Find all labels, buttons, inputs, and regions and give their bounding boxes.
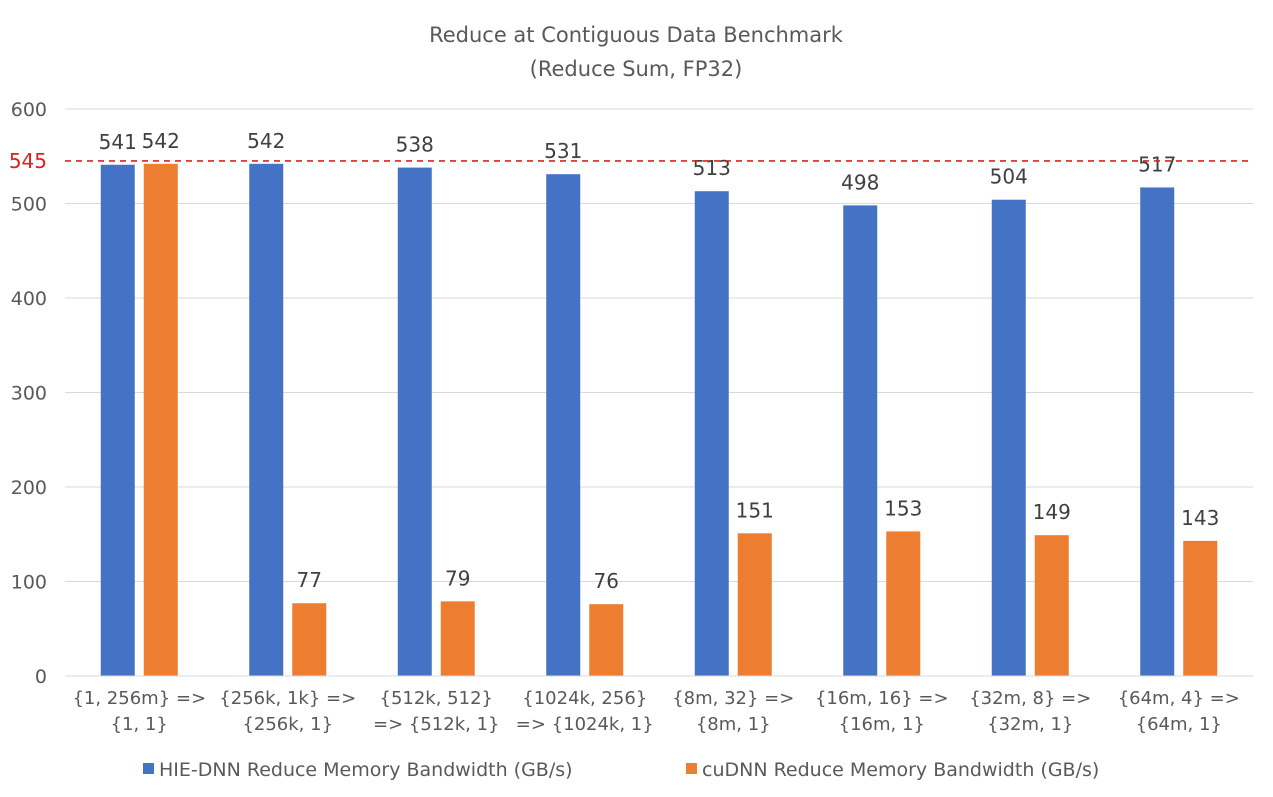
y-tick-label-200: 200 [11, 477, 47, 499]
y-tick-label-0: 0 [35, 666, 47, 688]
bar-series1-cat7 [991, 199, 1026, 676]
bar-series1-cat6 [843, 205, 878, 676]
x-tick-label-7-line1: {32m, 8} => [969, 688, 1091, 709]
x-tick-label-2-line2: {256k, 1} [242, 714, 333, 735]
legend-label-1: HIE-DNN Reduce Memory Bandwidth (GB/s) [159, 759, 573, 781]
chart-title: Reduce at Contiguous Data Benchmark [429, 23, 844, 47]
data-label-series2-cat3: 79 [445, 566, 470, 590]
x-tick-label-8-line1: {64m, 4} => [1118, 688, 1240, 709]
bars [100, 163, 1218, 676]
bar-series2-cat4 [589, 604, 624, 676]
y-tick-label-300: 300 [11, 383, 47, 405]
x-tick-label-5-line1: {8m, 32} => [672, 688, 794, 709]
bar-series2-cat2 [292, 603, 327, 676]
x-tick-label-1-line2: {1, 1} [111, 714, 168, 735]
bar-series2-cat3 [440, 601, 475, 676]
x-tick-label-3-line1: {512k, 512} [380, 688, 493, 709]
data-label-series1-cat3: 538 [396, 133, 434, 157]
y-tick-label-600: 600 [11, 99, 47, 121]
x-tick-label-6-line1: {16m, 16} => [815, 688, 949, 709]
data-label-series1-cat1: 541 [99, 130, 137, 154]
reference-line-group: 545 [9, 149, 1253, 173]
data-label-series2-cat7: 149 [1033, 500, 1071, 524]
data-label-series2-cat5: 151 [736, 498, 774, 522]
chart-subtitle: (Reduce Sum, FP32) [530, 57, 743, 81]
data-label-series1-cat7: 504 [990, 165, 1028, 189]
bar-series2-cat5 [737, 533, 772, 676]
x-tick-label-4-line2: => {1024k, 1} [516, 714, 654, 735]
bar-series2-cat6 [886, 531, 921, 676]
legend: HIE-DNN Reduce Memory Bandwidth (GB/s) cu… [143, 759, 1099, 781]
bar-series2-cat1 [143, 163, 178, 676]
reference-line-label: 545 [9, 149, 47, 173]
x-tick-label-4-line1: {1024k, 256} [522, 688, 647, 709]
data-label-series2-cat4: 76 [594, 569, 619, 593]
data-label-series2-cat8: 143 [1181, 506, 1219, 530]
bar-series2-cat7 [1034, 535, 1069, 676]
y-tick-label-400: 400 [11, 288, 47, 310]
x-tick-label-5-line2: {8m, 1} [696, 714, 771, 735]
x-tick-label-8-line2: {64m, 1} [1136, 714, 1222, 735]
y-tick-label-100: 100 [11, 572, 47, 594]
bar-series1-cat3 [397, 167, 432, 676]
data-labels: 541 542 5427753879531765131514981535041495… [99, 129, 1220, 593]
data-label-series1-cat2: 542 [247, 129, 285, 153]
x-tick-label-7-line2: {32m, 1} [987, 714, 1073, 735]
data-label-series2-cat2: 77 [297, 568, 322, 592]
data-label-series1-cat4: 531 [544, 139, 582, 163]
x-tick-label-2-line1: {256k, 1k} => [219, 688, 356, 709]
bar-series1-cat5 [694, 191, 729, 676]
bar-series1-cat8 [1140, 187, 1175, 676]
x-tick-label-6-line2: {16m, 1} [839, 714, 925, 735]
bar-series1-cat2 [249, 163, 284, 676]
x-axis: {1, 256m} => {1, 1} {256k, 1k} => {256k, 1}… [65, 675, 1253, 735]
x-tick-label-1-line1: {1, 256m} => [72, 688, 206, 709]
legend-swatch-1 [143, 763, 154, 774]
data-label-series2-cat6: 153 [884, 496, 922, 520]
data-label-series1-cat6: 498 [841, 170, 879, 194]
gridlines [65, 108, 1253, 677]
x-tick-label-3-line2: => {512k, 1} [373, 714, 499, 735]
data-label-series2-cat1: 542 [142, 129, 180, 153]
y-tick-label-500: 500 [11, 194, 47, 216]
data-label-series1-cat8: 517 [1138, 152, 1176, 176]
bar-series1-cat1 [100, 164, 135, 676]
legend-swatch-2 [686, 763, 697, 774]
bar-series2-cat8 [1183, 540, 1218, 676]
y-axis: 0 100 200 300 400 500 600 [11, 99, 47, 688]
bar-series1-cat4 [546, 174, 581, 676]
data-label-series1-cat5: 513 [693, 156, 731, 180]
legend-label-2: cuDNN Reduce Memory Bandwidth (GB/s) [702, 759, 1099, 781]
